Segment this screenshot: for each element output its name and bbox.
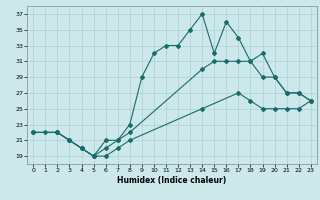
X-axis label: Humidex (Indice chaleur): Humidex (Indice chaleur) <box>117 176 227 185</box>
